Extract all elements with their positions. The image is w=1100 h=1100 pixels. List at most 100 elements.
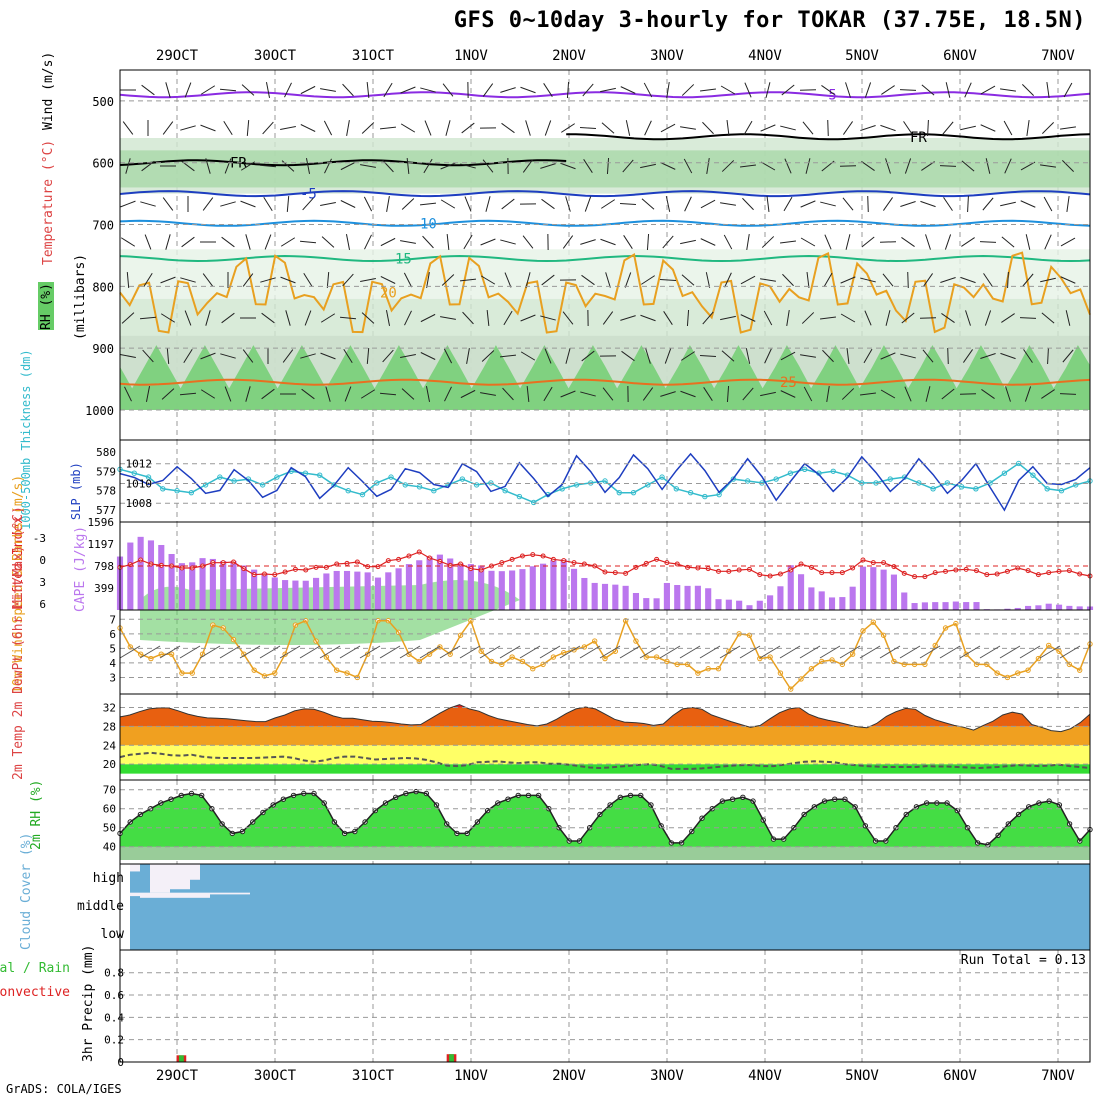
temp-contour <box>119 91 1091 99</box>
wind-barb <box>259 164 277 168</box>
wind-barb <box>399 645 421 659</box>
wind-barb <box>859 645 881 659</box>
wind-barb <box>645 348 651 364</box>
date-label-bottom: 4NOV <box>748 1068 782 1084</box>
wind-barb <box>366 347 370 365</box>
cape-bar <box>632 592 640 610</box>
wind-barb <box>261 388 275 400</box>
cloud-level-label: middle <box>77 899 124 914</box>
wind-barb <box>985 158 991 174</box>
wind-barb <box>565 196 571 212</box>
cape-bar <box>746 605 753 610</box>
wind-barb <box>544 348 552 364</box>
wind-barb <box>702 121 714 135</box>
wind-barb <box>1039 645 1061 659</box>
wind-barb <box>745 348 751 364</box>
cape-bar <box>736 600 743 610</box>
wind-barb <box>565 348 571 364</box>
cape-bar <box>839 597 846 610</box>
cape-bar <box>674 585 681 610</box>
cloud-bar <box>190 892 200 898</box>
wind-barb <box>525 272 531 288</box>
wind-barb <box>124 386 132 402</box>
cloud-bar <box>200 892 210 898</box>
wind-barb <box>520 314 536 322</box>
wind-barb <box>459 645 481 659</box>
date-label-bottom: 5NOV <box>845 1068 879 1084</box>
wind-barb <box>739 164 757 168</box>
wind-barb <box>841 388 855 400</box>
wind-barb <box>879 241 897 243</box>
wind-barb <box>400 86 416 94</box>
wind-barb <box>299 240 317 244</box>
wind-barb <box>742 197 754 211</box>
wind-barb <box>280 276 296 284</box>
wind-barb <box>500 239 516 245</box>
cloud-bar <box>220 892 230 895</box>
wind-barb <box>581 350 595 362</box>
wind-barb <box>424 120 432 136</box>
credit-label: GrADS: COLA/IGES <box>6 1082 122 1096</box>
date-label-bottom: 30OCT <box>254 1068 297 1084</box>
li-tick-label: 0 <box>39 554 46 567</box>
wind-barb <box>579 126 597 130</box>
wind-barb <box>522 235 534 249</box>
cape-bar <box>663 582 670 610</box>
cloud-bar <box>160 864 170 893</box>
wind-barb <box>246 119 250 137</box>
wind-barb <box>361 122 375 134</box>
cape-bar <box>271 577 278 610</box>
wind-barb <box>219 88 237 92</box>
wind-barb <box>344 386 352 402</box>
wind-barb <box>383 82 393 98</box>
wind-barb <box>162 121 174 135</box>
wind-barb <box>719 645 741 659</box>
cape-bar <box>591 582 598 610</box>
cloud-bar <box>130 892 140 897</box>
wind-barb <box>799 645 821 659</box>
wind-barb <box>502 387 514 401</box>
wind-barb <box>761 236 775 248</box>
wind-barb <box>460 163 476 169</box>
wind-barb <box>860 125 876 131</box>
wind-barb <box>200 352 216 360</box>
wind-barb <box>959 393 977 395</box>
wind-barb <box>1000 201 1016 207</box>
wind-barb <box>1026 120 1030 136</box>
wind-barb <box>959 645 981 659</box>
cape-bar <box>529 566 536 610</box>
wind-barb <box>880 389 896 399</box>
wind-barb <box>422 235 434 249</box>
wind-barb <box>602 311 614 325</box>
wind-barb <box>420 87 436 93</box>
wind-barb <box>340 200 356 208</box>
wind-barb <box>1060 237 1076 247</box>
li-tick-label: 6 <box>39 598 46 611</box>
wind-barb <box>880 124 896 132</box>
wind-barb <box>620 315 636 321</box>
slp-tick-label: 1012 <box>126 458 153 471</box>
cape-bar <box>416 560 423 610</box>
wind-barb <box>699 354 717 358</box>
wind-barb <box>1024 386 1032 402</box>
wind-barb <box>944 234 952 250</box>
wind-barb <box>1004 158 1012 174</box>
wind-barb <box>964 82 972 98</box>
cape-bar <box>1055 604 1063 610</box>
date-label-bottom: 31OCT <box>352 1068 395 1084</box>
wind-barb <box>1041 121 1055 135</box>
contour-label: 25 <box>780 375 797 391</box>
wind-barb <box>925 386 931 402</box>
wind-barb <box>526 385 530 403</box>
wind-barb <box>700 238 716 246</box>
wind-barb <box>981 389 995 399</box>
cape-bar <box>178 563 185 610</box>
wind-barb <box>839 645 861 659</box>
wind-barb <box>867 195 869 213</box>
wind-barb <box>184 82 192 98</box>
wind-barb <box>282 349 294 363</box>
wind-barb <box>763 310 773 326</box>
date-label-top: 2NOV <box>552 48 586 64</box>
wind-barb <box>999 645 1021 659</box>
wind-barb <box>1020 161 1036 171</box>
